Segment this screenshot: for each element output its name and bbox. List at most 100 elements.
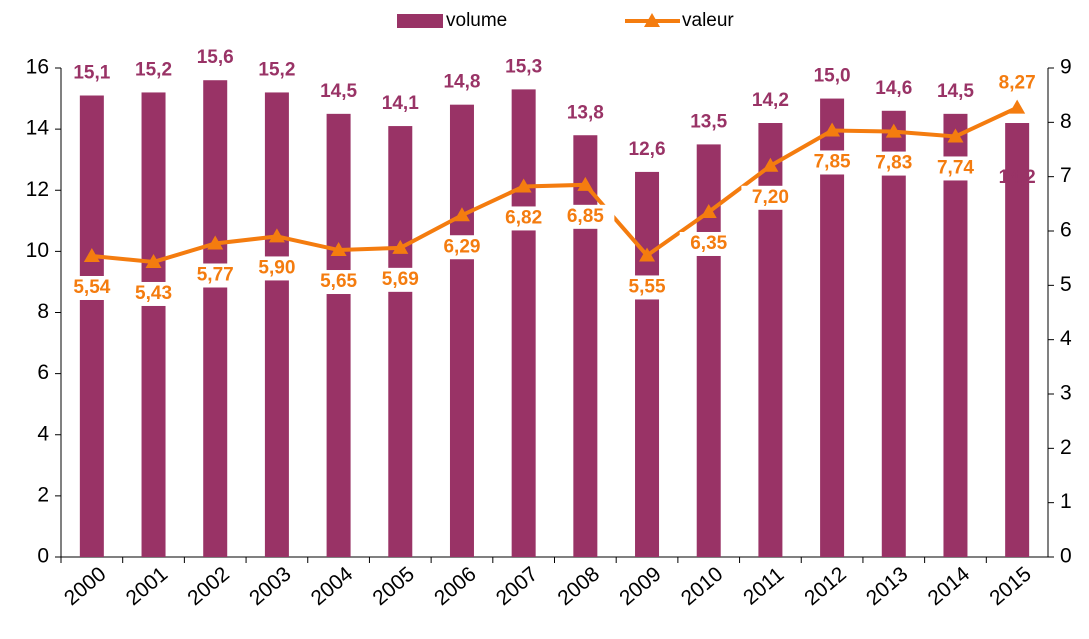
bar-label: 14,2 — [752, 90, 789, 111]
legend-label: volume — [446, 10, 507, 31]
marker — [885, 123, 902, 138]
x-tick-label: 2005 — [368, 562, 419, 610]
label-bg — [124, 281, 183, 306]
x-tick-label: 2015 — [985, 562, 1036, 610]
label-bg — [556, 204, 615, 229]
marker — [83, 247, 100, 262]
y2-tick-label: 2 — [1060, 436, 1072, 459]
marker — [207, 235, 224, 250]
bar — [511, 89, 536, 558]
marker — [453, 207, 470, 222]
bar-label: 14,8 — [443, 72, 480, 93]
marker — [639, 247, 656, 262]
bar — [1005, 123, 1030, 557]
y-tick-label: 14 — [26, 117, 50, 140]
label-bg — [618, 275, 677, 300]
x-tick-label: 2013 — [862, 562, 913, 610]
marker — [947, 128, 964, 143]
label-bg — [309, 270, 368, 295]
line-label: 5,69 — [382, 269, 419, 290]
x-tick-label: 2002 — [183, 562, 234, 610]
y-tick-label: 6 — [37, 361, 49, 384]
line-label: 6,82 — [505, 207, 542, 228]
legend-label: valeur — [682, 10, 734, 31]
y-tick-label: 12 — [26, 178, 49, 201]
label-bg — [186, 263, 245, 288]
bar-label: 14,2 — [999, 167, 1036, 188]
line-label: 5,43 — [135, 283, 172, 304]
legend-swatch — [397, 14, 443, 28]
label-bg — [988, 71, 1047, 96]
x-tick-label: 2006 — [430, 562, 481, 610]
label-bg — [62, 275, 121, 300]
marker — [1009, 99, 1026, 114]
line-label: 7,74 — [937, 157, 974, 178]
marker — [762, 157, 779, 172]
line-label: 7,20 — [752, 187, 789, 208]
label-bg — [371, 267, 430, 292]
x-tick-label: 2003 — [245, 562, 296, 610]
bar — [326, 113, 351, 557]
y2-tick-label: 3 — [1060, 382, 1072, 405]
y-tick-label: 10 — [26, 239, 49, 262]
bar — [388, 126, 413, 557]
line-label: 6,29 — [443, 236, 480, 257]
line-label: 7,83 — [875, 153, 912, 174]
y2-tick-label: 7 — [1060, 164, 1072, 187]
bar — [635, 171, 660, 557]
label-bg — [679, 231, 738, 256]
line-label: 6,35 — [690, 233, 727, 254]
bar-label: 14,5 — [320, 81, 357, 102]
label-bg — [864, 151, 923, 176]
y2-tick-label: 8 — [1060, 110, 1072, 133]
bar-label: 14,6 — [875, 78, 912, 99]
line-label: 7,85 — [814, 151, 851, 172]
y2-tick-label: 4 — [1060, 327, 1072, 350]
x-tick-label: 2008 — [553, 562, 604, 610]
label-bg — [494, 206, 553, 231]
x-tick-label: 2010 — [677, 562, 728, 610]
y2-tick-label: 1 — [1060, 490, 1072, 513]
marker — [330, 242, 347, 257]
bar-label: 15,6 — [197, 47, 234, 68]
y-tick-label: 0 — [37, 545, 49, 568]
line — [91, 105, 1019, 264]
bar — [203, 80, 228, 557]
label-bg — [741, 185, 800, 210]
x-tick-label: 2007 — [492, 562, 543, 610]
line-label: 8,27 — [999, 73, 1036, 94]
x-tick-label: 2001 — [122, 562, 173, 610]
line-label: 6,85 — [567, 206, 604, 227]
y-tick-label: 16 — [26, 56, 49, 79]
bar-label: 12,6 — [629, 139, 666, 160]
bar-label: 14,5 — [937, 81, 974, 102]
bar — [264, 92, 289, 557]
marker — [577, 176, 594, 191]
bar — [449, 104, 474, 558]
line-label: 5,54 — [73, 277, 110, 298]
y2-tick-label: 0 — [1060, 545, 1072, 568]
bar — [943, 113, 968, 557]
bar-label: 15,1 — [73, 63, 110, 84]
label-bg — [803, 150, 862, 175]
bar-label: 15,0 — [814, 66, 851, 87]
marker — [824, 122, 841, 137]
label-bg — [926, 156, 985, 181]
marker — [268, 228, 285, 243]
bar-label: 13,5 — [690, 111, 727, 132]
y-tick-label: 4 — [37, 422, 49, 445]
bar-label: 13,8 — [567, 102, 604, 123]
x-tick-label: 2000 — [60, 562, 111, 610]
bar-label: 15,3 — [505, 56, 542, 77]
label-bg — [432, 235, 491, 260]
bar — [79, 95, 104, 557]
legend-marker — [644, 13, 660, 27]
y2-tick-label: 9 — [1060, 56, 1072, 79]
x-tick-label: 2012 — [800, 562, 851, 610]
marker — [700, 203, 717, 218]
bar — [141, 92, 166, 557]
y-tick-label: 8 — [37, 300, 49, 323]
bar-label: 14,1 — [382, 93, 419, 114]
bar-label: 15,2 — [135, 59, 172, 80]
y2-tick-label: 5 — [1060, 273, 1072, 296]
